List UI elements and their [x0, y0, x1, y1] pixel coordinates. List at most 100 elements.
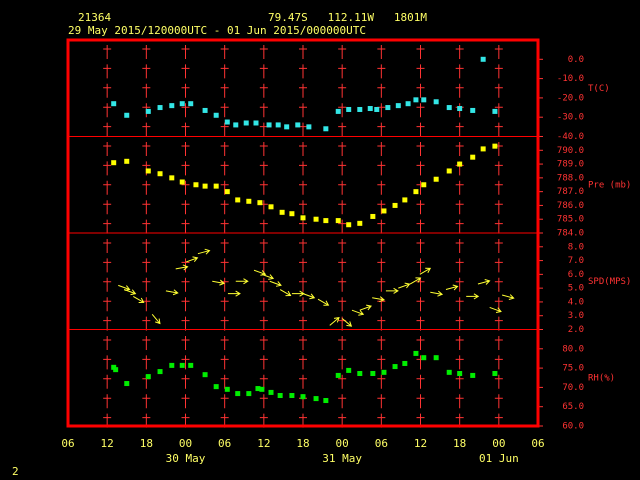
y-tick-label: 789.0 — [557, 160, 584, 170]
y-tick-label: 6.0 — [568, 270, 584, 280]
x-tick-label: 12 — [101, 437, 114, 450]
data-point — [335, 108, 341, 114]
wind-arrow — [329, 317, 340, 326]
x-tick-label: 06 — [61, 437, 74, 450]
data-point — [268, 389, 274, 395]
data-point — [306, 124, 312, 130]
data-point — [335, 218, 341, 224]
y-tick-label: 70.0 — [562, 383, 584, 393]
data-point — [124, 158, 130, 164]
y-tick-label: -20.0 — [557, 93, 584, 103]
grid-cross — [259, 45, 268, 428]
data-point — [145, 168, 151, 174]
data-point — [346, 222, 352, 228]
data-point — [313, 216, 319, 222]
data-point — [370, 371, 376, 377]
grid-cross — [416, 45, 425, 428]
grid-cross — [494, 45, 503, 428]
wind-arrow — [385, 287, 399, 294]
grid-cross — [299, 45, 307, 428]
date-label: 01 Jun — [479, 452, 519, 465]
y-tick-label: 4.0 — [568, 297, 584, 307]
data-point — [374, 106, 380, 112]
data-point — [213, 112, 219, 118]
data-point — [492, 143, 498, 149]
data-point — [124, 112, 130, 118]
data-point — [179, 362, 185, 368]
x-tick-label: 18 — [453, 437, 466, 450]
wind-arrow — [372, 296, 385, 303]
y-tick-label: 7.0 — [568, 256, 584, 266]
data-point — [433, 355, 439, 361]
data-point — [169, 362, 175, 368]
data-point — [421, 182, 427, 188]
wind-arrow — [253, 269, 267, 276]
y-tick-label: 787.0 — [557, 187, 584, 197]
data-point — [433, 99, 439, 105]
grid-cross — [181, 45, 190, 428]
data-point — [480, 146, 486, 152]
data-point — [446, 369, 452, 375]
grid-cross — [338, 45, 347, 428]
panel-label: T(C) — [588, 84, 610, 94]
plot-frame — [66, 38, 540, 428]
data-point — [179, 179, 185, 185]
wind-arrow — [133, 295, 145, 304]
data-point — [157, 369, 163, 375]
data-point — [357, 106, 363, 112]
y-tick-label: 790.0 — [557, 146, 584, 156]
data-point — [193, 182, 199, 188]
data-point — [113, 367, 119, 373]
data-point — [246, 391, 252, 397]
data-point — [259, 386, 265, 392]
x-tick-label: 06 — [218, 437, 231, 450]
data-point — [188, 101, 194, 107]
data-point — [446, 168, 452, 174]
period: 29 May 2015/120000UTC - 01 Jun 2015/0000… — [68, 24, 366, 37]
data-point — [381, 369, 387, 375]
data-point — [213, 183, 219, 189]
data-point — [145, 108, 151, 114]
y-tick-label: 2.0 — [568, 325, 584, 335]
data-point — [357, 220, 363, 226]
wind-arrow — [212, 279, 226, 286]
data-point — [202, 183, 208, 189]
wind-arrow — [175, 264, 189, 271]
data-point — [224, 386, 230, 392]
data-point — [385, 105, 391, 111]
y-tick-label: 0.0 — [568, 55, 584, 65]
data-point — [246, 198, 252, 204]
data-point — [433, 176, 439, 182]
x-tick-label: 00 — [336, 437, 349, 450]
data-point — [470, 154, 476, 160]
data-point — [323, 218, 329, 224]
data-point — [405, 101, 411, 107]
data-point — [480, 56, 486, 62]
data-point — [413, 350, 419, 356]
y-tick-label: 784.0 — [557, 229, 584, 239]
y-tick-label: 785.0 — [557, 215, 584, 225]
data-point — [202, 372, 208, 378]
data-point — [335, 372, 341, 378]
wind-arrow — [235, 278, 249, 285]
data-point — [446, 105, 452, 111]
x-tick-label: 18 — [140, 437, 153, 450]
data-point — [257, 200, 263, 206]
data-point — [179, 101, 185, 107]
data-point — [381, 208, 387, 214]
data-point — [279, 209, 285, 215]
data-point — [402, 197, 408, 203]
data-point — [157, 171, 163, 177]
data-point — [413, 97, 419, 103]
data-point — [235, 197, 241, 203]
x-tick-label: 12 — [257, 437, 270, 450]
data-point — [492, 371, 498, 377]
wind-arrow — [185, 256, 199, 263]
y-tick-label: 65.0 — [562, 402, 584, 412]
data-point — [392, 364, 398, 370]
data-point — [243, 120, 249, 126]
data-point — [413, 189, 419, 195]
page-number: 2 — [12, 465, 19, 478]
